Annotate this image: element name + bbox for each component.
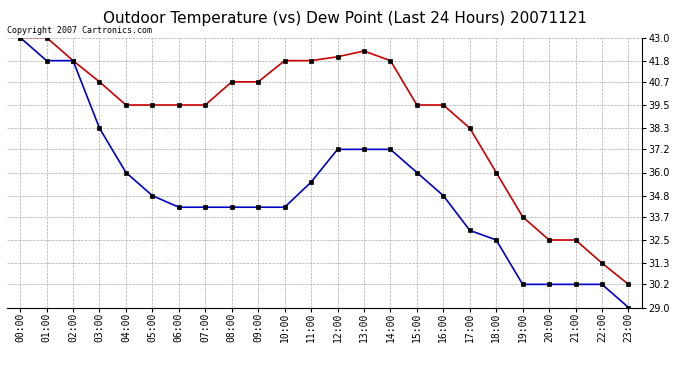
Text: Outdoor Temperature (vs) Dew Point (Last 24 Hours) 20071121: Outdoor Temperature (vs) Dew Point (Last… — [103, 11, 587, 26]
Text: Copyright 2007 Cartronics.com: Copyright 2007 Cartronics.com — [7, 26, 152, 35]
